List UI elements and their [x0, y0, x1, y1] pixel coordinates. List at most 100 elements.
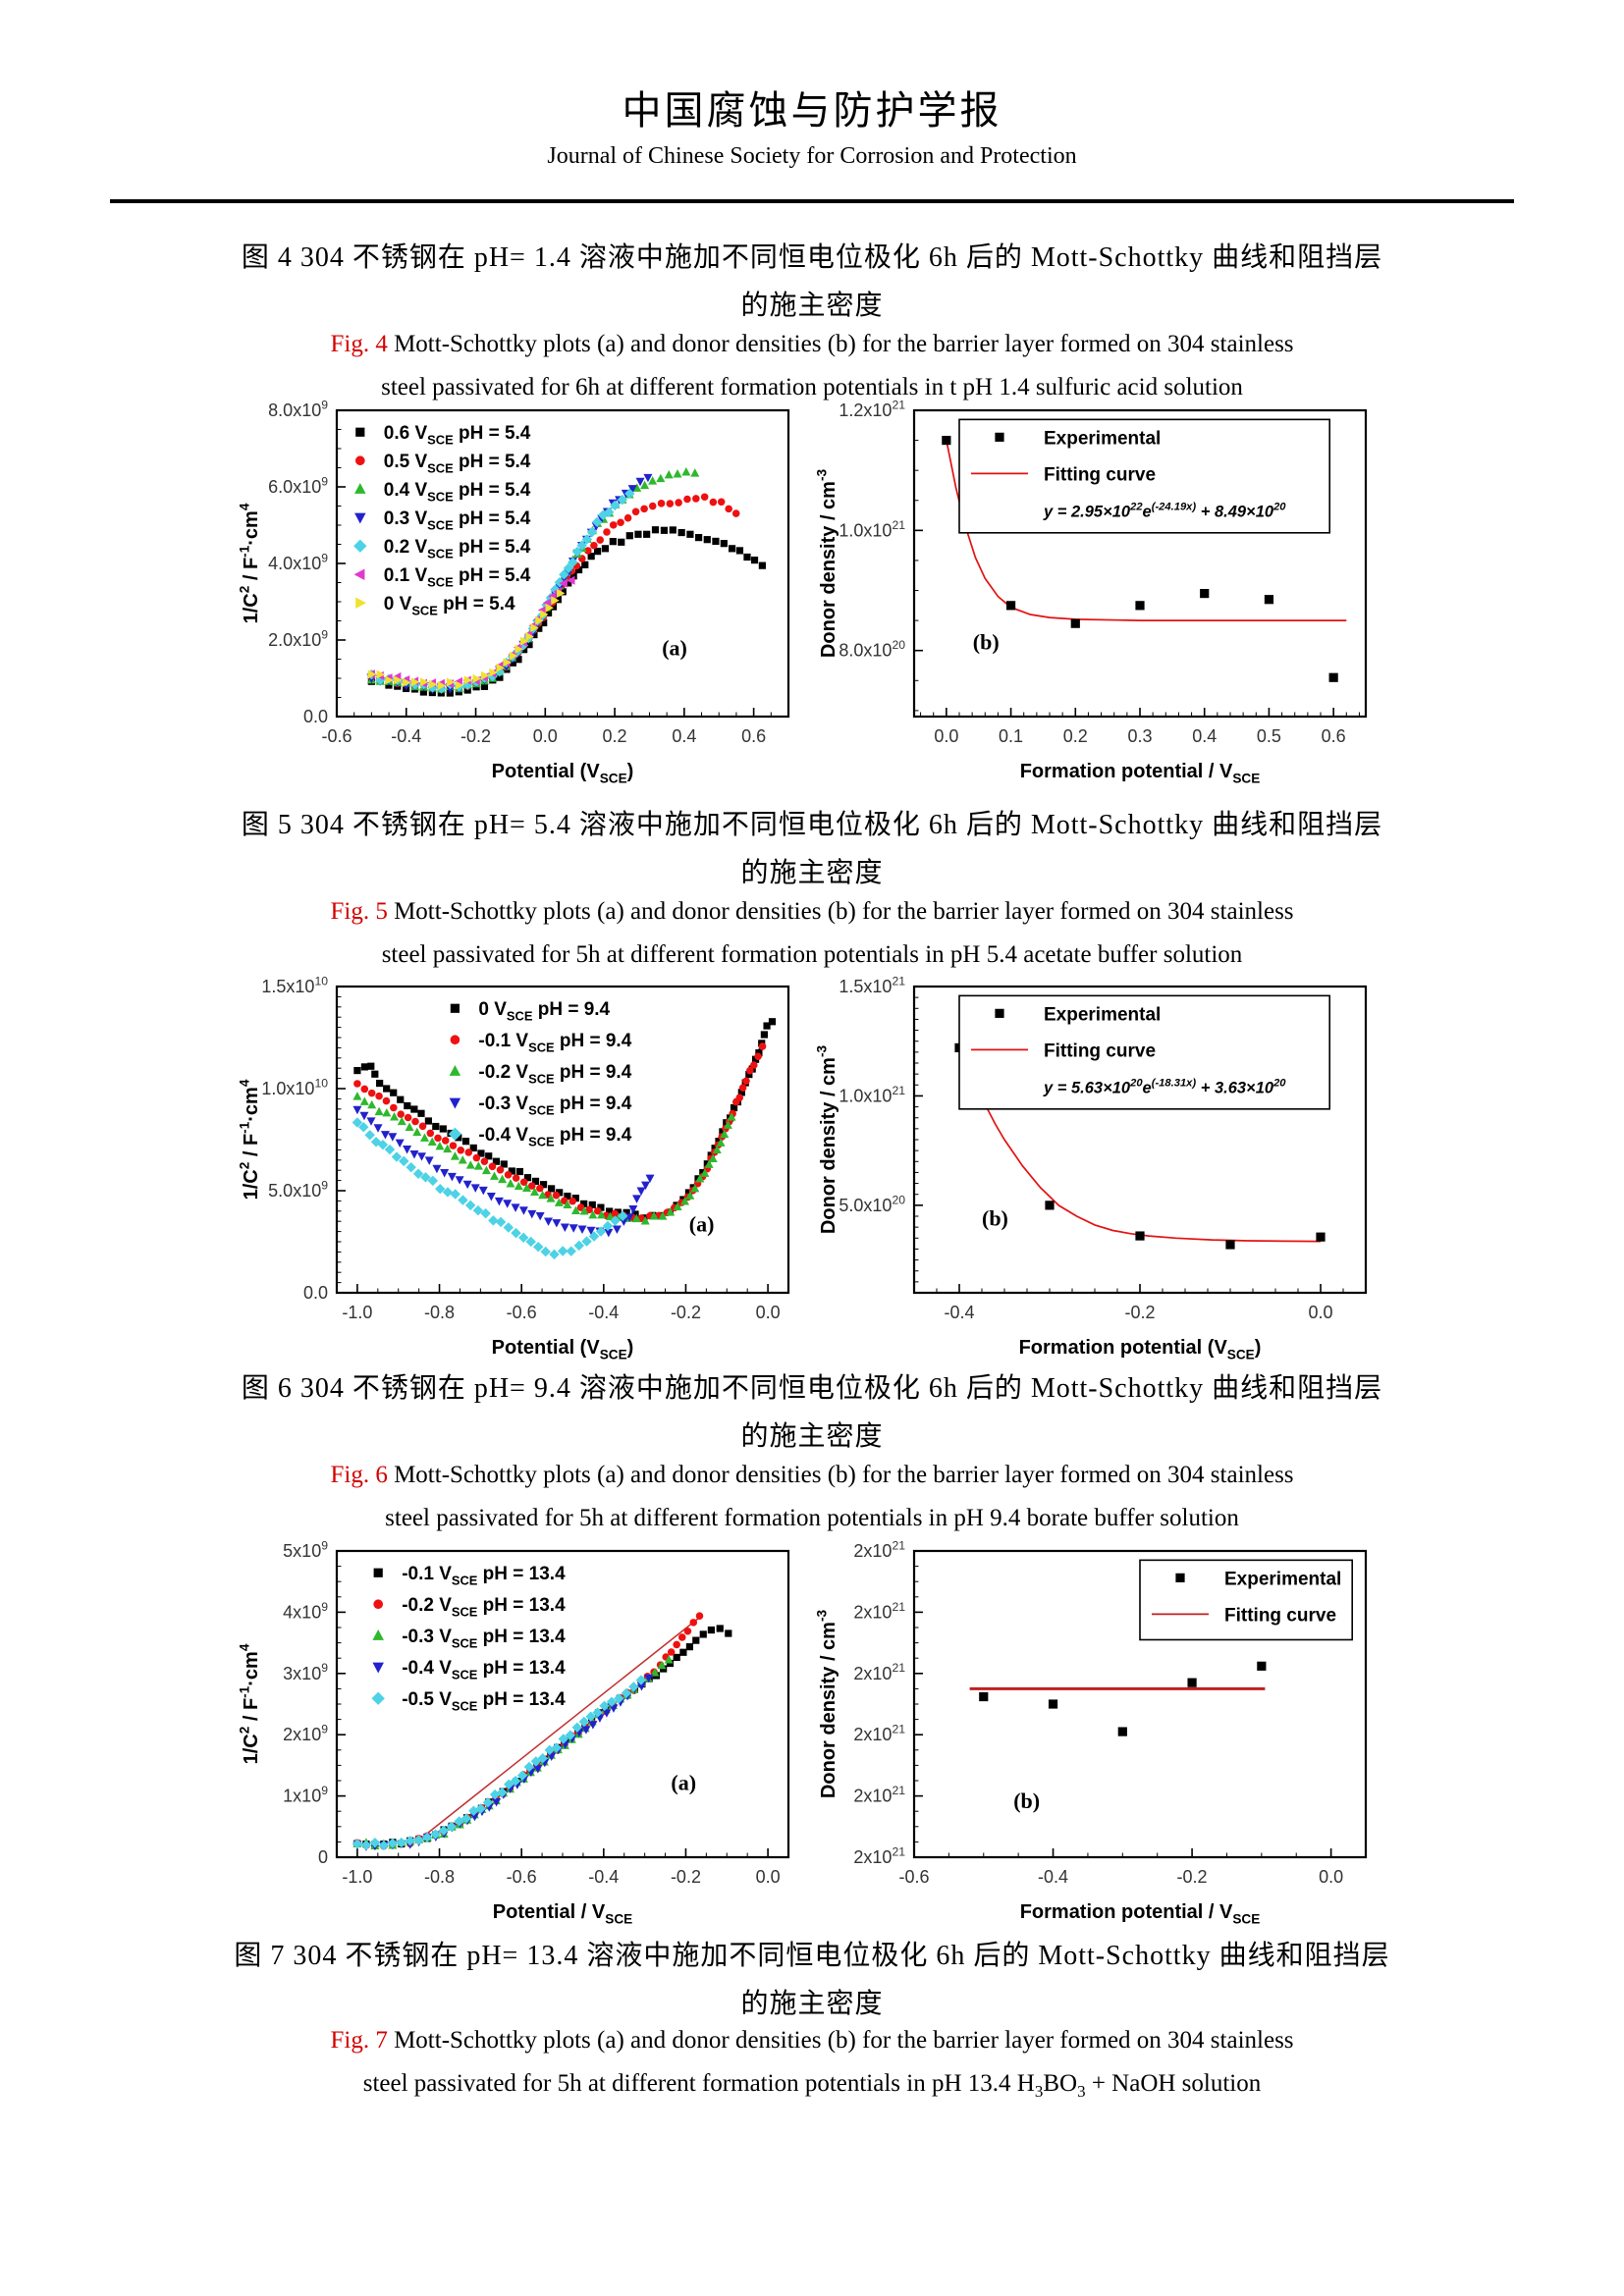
fig5b-svg: 0.0 0.1 0.2 0.3 0.4 0.5 0.6 8.0x1020 1.0x1021 1.2… — [815, 398, 1368, 786]
svg-text:0.0: 0.0 — [756, 1867, 781, 1887]
fig5a-mott-schottky-chart: -0.6 -0.4 -0.2 0.0 0.2 0.4 0.6 0.0 2.0x109 4.0x10… — [234, 398, 808, 793]
svg-text:Formation potential (VSCE): Formation potential (VSCE) — [1019, 1337, 1262, 1362]
svg-text:1.0x1010: 1.0x1010 — [261, 1076, 328, 1098]
fig5-caption-zh-line1: 图 5 304 不锈钢在 pH= 5.4 溶液中施加不同恒电位极化 6h 后的 … — [241, 810, 1383, 840]
svg-text:Formation potential / VSCE: Formation potential / VSCE — [1020, 761, 1261, 786]
svg-text:2x1021: 2x1021 — [853, 1844, 905, 1867]
svg-text:(b): (b) — [973, 629, 1000, 654]
svg-text:-0.2 VSCE pH = 9.4: -0.2 VSCE pH = 9.4 — [478, 1062, 631, 1086]
svg-text:(a): (a) — [671, 1770, 696, 1794]
fig7-caption-en-line2: steel passivated for 5h at different for… — [362, 2070, 1262, 2101]
svg-text:0.5: 0.5 — [1257, 726, 1281, 746]
fig5b-donor-density-chart: 0.0 0.1 0.2 0.3 0.4 0.5 0.6 8.0x1020 1.0x1021 1.2… — [811, 398, 1385, 793]
svg-text:0.6: 0.6 — [741, 726, 766, 746]
svg-text:2.0x109: 2.0x109 — [268, 627, 328, 650]
svg-text:-0.5 VSCE pH = 13.4: -0.5 VSCE pH = 13.4 — [402, 1689, 566, 1713]
svg-text:0.5 VSCE pH = 5.4: 0.5 VSCE pH = 5.4 — [384, 452, 531, 475]
fig7-label: Fig. 7 — [330, 2027, 388, 2054]
fig6a-svg: -1.0 -0.8 -0.6 -0.4 -0.2 0.0 0.0 5.0x109 1.0x101… — [238, 974, 790, 1362]
fig6-caption-zh-line1: 图 6 304 不锈钢在 pH= 9.4 溶液中施加不同恒电位极化 6h 后的 … — [241, 1373, 1383, 1404]
svg-text:-0.8: -0.8 — [424, 1867, 455, 1887]
fig6-caption-en-line2: steel passivated for 5h at different for… — [385, 1505, 1239, 1531]
svg-text:1.0x1021: 1.0x1021 — [839, 518, 905, 541]
svg-text:-0.6: -0.6 — [321, 726, 352, 746]
svg-text:0.1: 0.1 — [999, 726, 1023, 746]
svg-text:0.0: 0.0 — [1319, 1867, 1343, 1887]
fig7-caption-zh-line2: 的施主密度 — [740, 1989, 884, 2019]
svg-text:0.1 VSCE pH = 5.4: 0.1 VSCE pH = 5.4 — [384, 565, 531, 589]
svg-text:0.4 VSCE pH = 5.4: 0.4 VSCE pH = 5.4 — [384, 480, 531, 504]
fig4-caption-zh-line1: 图 4 304 不锈钢在 pH= 1.4 溶液中施加不同恒电位极化 6h 后的 … — [241, 242, 1383, 273]
svg-text:Donor density / cm-3: Donor density / cm-3 — [815, 1610, 839, 1799]
svg-text:Donor density / cm-3: Donor density / cm-3 — [815, 1045, 839, 1235]
svg-text:6.0x109: 6.0x109 — [268, 474, 328, 497]
svg-text:0.0: 0.0 — [533, 726, 558, 746]
journal-title-en: Journal of Chinese Society for Corrosion… — [547, 143, 1077, 169]
svg-text:0 VSCE pH = 5.4: 0 VSCE pH = 5.4 — [384, 594, 515, 617]
fig4-caption-en-line2: steel passivated for 6h at different for… — [381, 374, 1243, 400]
svg-text:1.5x1010: 1.5x1010 — [261, 977, 328, 996]
svg-text:0.2 VSCE pH = 5.4: 0.2 VSCE pH = 5.4 — [384, 537, 531, 561]
svg-text:2x109: 2x109 — [283, 1723, 328, 1745]
svg-text:8.0x1020: 8.0x1020 — [839, 638, 905, 661]
svg-text:0.2: 0.2 — [1063, 726, 1088, 746]
svg-text:0.0: 0.0 — [1308, 1303, 1332, 1322]
fig5-caption-en-line1: Fig. 5 Mott-Schottky plots (a) and donor… — [0, 898, 1624, 926]
fig7b-svg: -0.6 -0.4 -0.2 0.0 2x1021 2x1021 2x1021 2x1021 2… — [815, 1538, 1368, 1927]
svg-text:-1.0: -1.0 — [342, 1867, 372, 1887]
svg-text:-0.2: -0.2 — [671, 1303, 701, 1322]
svg-text:(a): (a) — [689, 1212, 715, 1237]
fig5-caption-en-line2: steel passivated for 5h at different for… — [381, 941, 1243, 968]
fig4-caption-zh-line2: 的施主密度 — [740, 291, 884, 321]
svg-text:Fitting curve: Fitting curve — [1224, 1605, 1336, 1626]
svg-text:-0.2: -0.2 — [1177, 1867, 1208, 1887]
svg-text:-0.2: -0.2 — [1124, 1303, 1155, 1322]
svg-text:Fitting curve: Fitting curve — [1044, 1041, 1156, 1061]
svg-text:-0.2 VSCE pH = 13.4: -0.2 VSCE pH = 13.4 — [402, 1595, 566, 1619]
svg-text:4x109: 4x109 — [283, 1600, 328, 1623]
svg-text:y = 5.63×1020e(-18.31x) + 3.63: y = 5.63×1020e(-18.31x) + 3.63×1020 — [1043, 1077, 1286, 1096]
svg-text:0.0: 0.0 — [934, 726, 958, 746]
svg-text:2x1021: 2x1021 — [853, 1600, 905, 1623]
svg-text:2x1021: 2x1021 — [853, 1541, 905, 1561]
svg-text:Experimental: Experimental — [1224, 1569, 1341, 1589]
svg-text:-0.4: -0.4 — [944, 1303, 974, 1322]
fig4-label: Fig. 4 — [330, 331, 388, 357]
svg-text:Experimental: Experimental — [1044, 428, 1161, 449]
svg-text:-0.2: -0.2 — [460, 726, 491, 746]
svg-text:Potential (VSCE): Potential (VSCE) — [492, 761, 634, 786]
svg-text:Potential / VSCE: Potential / VSCE — [493, 1901, 632, 1927]
svg-text:-0.4 VSCE pH = 9.4: -0.4 VSCE pH = 9.4 — [478, 1125, 631, 1148]
svg-text:8.0x109: 8.0x109 — [268, 400, 328, 420]
svg-text:5x109: 5x109 — [283, 1541, 328, 1561]
svg-text:1.0x1021: 1.0x1021 — [839, 1084, 905, 1106]
fig7-caption-en-text: Mott-Schottky plots (a) and donor densit… — [387, 2027, 1294, 2054]
fig7-caption-zh-line1: 图 7 304 不锈钢在 pH= 13.4 溶液中施加不同恒电位极化 6h 后的… — [234, 1941, 1390, 1971]
fig7-caption-en-line1: Fig. 7 Mott-Schottky plots (a) and donor… — [0, 2027, 1624, 2055]
svg-text:(b): (b) — [1013, 1789, 1040, 1813]
svg-text:1/C2 / F-1·cm4: 1/C2 / F-1·cm4 — [238, 503, 262, 623]
svg-text:1/C2 / F-1·cm4: 1/C2 / F-1·cm4 — [238, 1079, 262, 1200]
svg-text:1/C2 / F-1·cm4: 1/C2 / F-1·cm4 — [238, 1643, 262, 1764]
fig7a-svg: -1.0 -0.8 -0.6 -0.4 -0.2 0.0 0 1x109 2x109 3x109 4… — [238, 1538, 790, 1927]
svg-text:-0.6: -0.6 — [507, 1867, 537, 1887]
svg-text:-1.0: -1.0 — [342, 1303, 372, 1322]
svg-text:0.3 VSCE pH = 5.4: 0.3 VSCE pH = 5.4 — [384, 508, 531, 532]
svg-text:Donor density / cm-3: Donor density / cm-3 — [815, 469, 839, 659]
svg-text:-0.6: -0.6 — [507, 1303, 537, 1322]
svg-text:-0.1 VSCE pH = 9.4: -0.1 VSCE pH = 9.4 — [478, 1031, 631, 1054]
fig6-caption-en-line1: Fig. 6 Mott-Schottky plots (a) and donor… — [0, 1462, 1624, 1489]
fig6-caption-en-text: Mott-Schottky plots (a) and donor densit… — [387, 1462, 1294, 1488]
fig5-caption-en-text: Mott-Schottky plots (a) and donor densit… — [387, 898, 1294, 925]
fig5a-svg: -0.6 -0.4 -0.2 0.0 0.2 0.4 0.6 0.0 2.0x109 4.0x10… — [238, 398, 790, 786]
svg-text:-0.4: -0.4 — [588, 1303, 619, 1322]
svg-text:Formation potential / VSCE: Formation potential / VSCE — [1020, 1901, 1261, 1927]
fig4-caption-en-line1: Fig. 4 Mott-Schottky plots (a) and donor… — [0, 331, 1624, 358]
svg-text:2x1021: 2x1021 — [853, 1661, 905, 1683]
fig5-caption-zh-line2: 的施主密度 — [740, 858, 884, 888]
svg-text:Potential (VSCE): Potential (VSCE) — [492, 1337, 634, 1362]
svg-text:(b): (b) — [982, 1205, 1008, 1230]
svg-text:-0.4: -0.4 — [391, 726, 421, 746]
svg-text:Experimental: Experimental — [1044, 1004, 1161, 1025]
